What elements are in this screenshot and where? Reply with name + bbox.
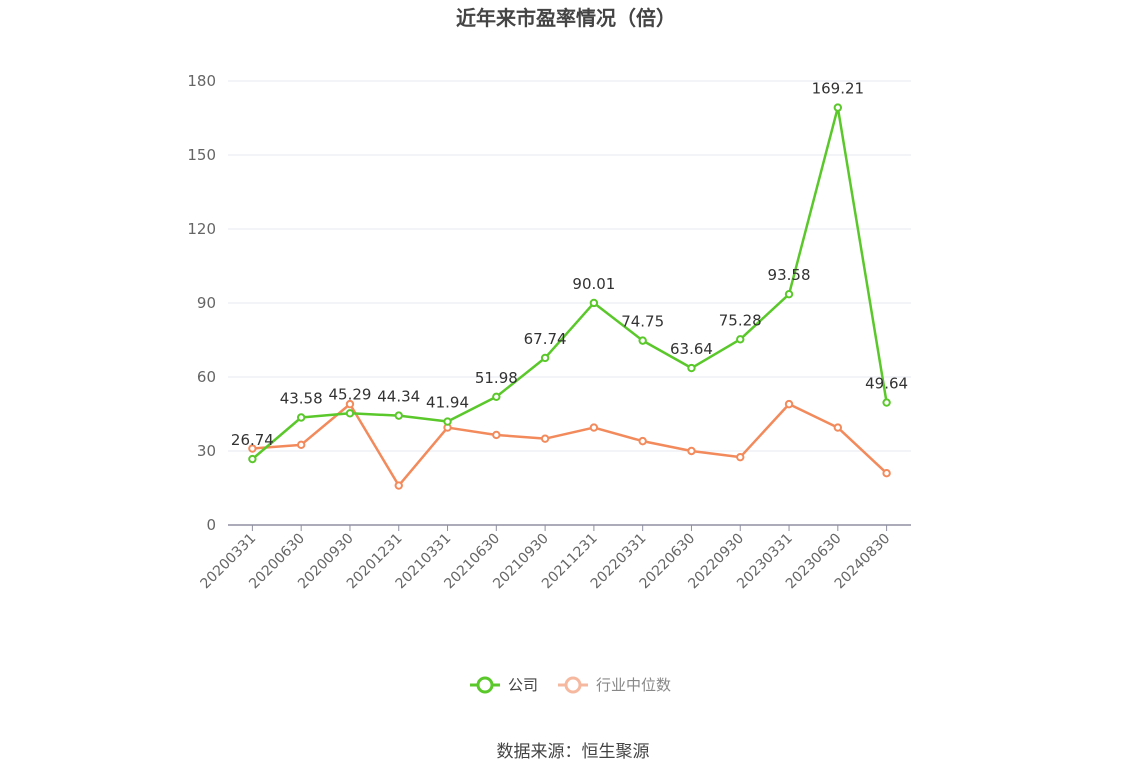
source-note: 数据来源：恒生聚源: [497, 742, 650, 762]
data-label-company: 26.74: [231, 431, 274, 449]
y-tick-label: 180: [187, 72, 216, 90]
legend-industry-label: 行业中位数: [596, 676, 671, 694]
data-label-company: 63.64: [670, 340, 713, 358]
chart-title: 近年来市盈率情况（倍）: [456, 6, 676, 30]
data-point-industry[interactable]: [784, 399, 794, 409]
data-point-industry[interactable]: [394, 481, 403, 490]
data-label-company: 169.21: [812, 80, 865, 98]
legend-item-company[interactable]: 公司: [470, 676, 538, 694]
data-point-company[interactable]: [687, 363, 696, 373]
data-point-company[interactable]: [296, 413, 306, 422]
y-tick-label: 120: [187, 220, 216, 238]
data-point-industry[interactable]: [589, 423, 599, 432]
data-label-company: 49.64: [865, 375, 908, 393]
y-tick-label: 150: [187, 146, 216, 164]
data-point-industry[interactable]: [687, 446, 696, 456]
data-label-company: 75.28: [719, 311, 762, 329]
y-tick-label: 90: [197, 294, 216, 312]
data-point-company[interactable]: [736, 335, 745, 344]
data-point-company[interactable]: [833, 103, 843, 112]
y-tick-label: 0: [206, 516, 216, 534]
data-labels: 26.74 43.58 45.29 44.34 41.94 51.98 67.74 90.01…: [231, 80, 908, 449]
data-point-company[interactable]: [540, 353, 550, 363]
legend-item-industry[interactable]: 行业中位数: [558, 676, 671, 694]
data-label-company: 67.74: [524, 330, 567, 348]
data-label-company: 41.94: [426, 394, 469, 412]
legend-company-marker: [476, 676, 494, 694]
legend[interactable]: 公司 行业中位数: [470, 676, 671, 694]
data-point-industry[interactable]: [492, 430, 501, 440]
data-point-company[interactable]: [492, 392, 501, 401]
data-point-company[interactable]: [784, 289, 794, 299]
data-points: [248, 103, 891, 490]
data-point-company[interactable]: [443, 417, 452, 426]
legend-company-label: 公司: [508, 676, 538, 694]
data-point-industry[interactable]: [248, 444, 257, 453]
y-tick-label: 30: [197, 442, 216, 460]
data-point-company[interactable]: [589, 298, 599, 308]
data-point-company[interactable]: [248, 454, 257, 464]
series-line-company: [251, 106, 888, 460]
grid-lines: [228, 80, 911, 452]
data-point-industry[interactable]: [296, 440, 306, 450]
data-label-company: 45.29: [328, 385, 371, 403]
data-label-company: 90.01: [572, 275, 615, 293]
data-label-company: 74.75: [621, 313, 664, 331]
data-point-industry[interactable]: [833, 423, 843, 432]
series-lines: [251, 106, 888, 487]
data-point-industry[interactable]: [882, 469, 891, 478]
data-label-company: 93.58: [768, 266, 811, 284]
data-point-company[interactable]: [345, 409, 355, 418]
data-label-company: 51.98: [475, 369, 518, 387]
data-point-industry[interactable]: [540, 434, 550, 443]
y-tick-label: 60: [197, 368, 216, 386]
data-point-industry[interactable]: [638, 436, 647, 446]
data-label-company: 44.34: [377, 388, 420, 406]
series-line-industry: [252, 402, 888, 487]
data-point-company[interactable]: [394, 411, 403, 420]
data-point-company[interactable]: [882, 398, 891, 407]
data-label-company: 43.58: [280, 390, 323, 408]
data-point-company[interactable]: [638, 336, 647, 345]
data-point-industry[interactable]: [345, 399, 355, 409]
data-point-industry[interactable]: [736, 452, 745, 462]
legend-industry-marker: [564, 676, 582, 694]
